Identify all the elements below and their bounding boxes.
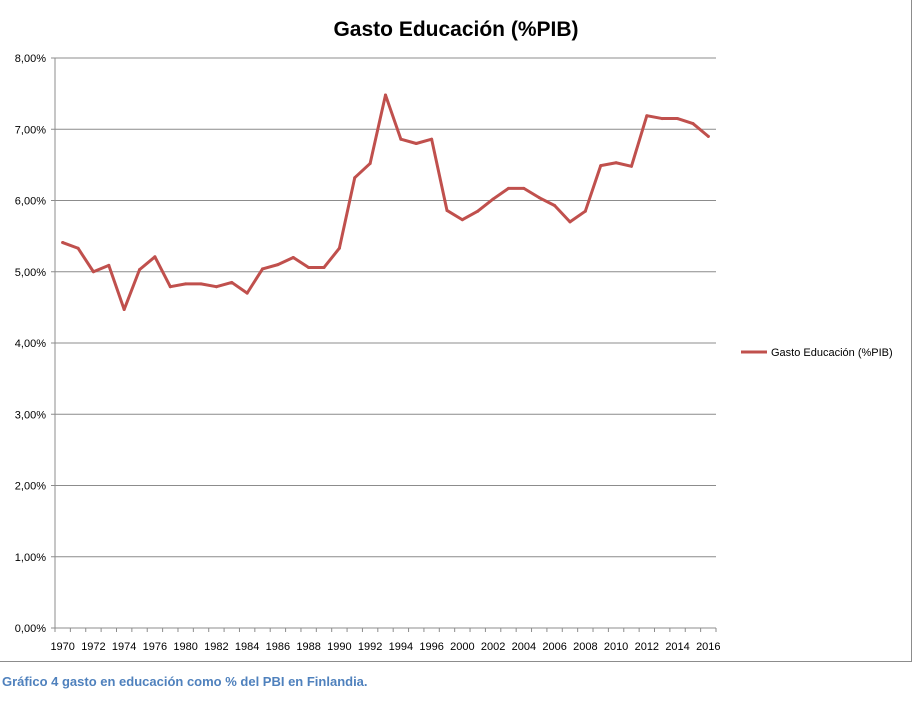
data-point <box>76 246 80 250</box>
legend-label: Gasto Educación (%PIB) <box>771 347 893 359</box>
data-point <box>307 265 311 269</box>
data-point <box>368 161 372 165</box>
y-tick-label: 3,00% <box>15 409 46 421</box>
chart-title: Gasto Educación (%PIB) <box>333 18 578 41</box>
gridlines <box>55 57 716 558</box>
data-point <box>691 122 695 126</box>
data-point <box>353 176 357 180</box>
data-point <box>629 164 633 168</box>
y-tick-label: 8,00% <box>15 53 46 65</box>
x-tick-label: 2016 <box>696 641 720 653</box>
y-tick-label: 4,00% <box>15 338 46 350</box>
data-point <box>553 203 557 207</box>
y-tick-label: 6,00% <box>15 196 46 208</box>
data-point <box>568 220 572 224</box>
data-point <box>645 114 649 118</box>
data-point <box>430 137 434 141</box>
data-point <box>599 164 603 168</box>
data-point <box>414 142 418 145</box>
series-layer <box>61 93 710 312</box>
x-tick-label: 2004 <box>512 641 536 653</box>
x-tick-label: 1992 <box>358 641 382 653</box>
data-point <box>138 268 142 272</box>
axes <box>51 57 717 632</box>
data-point <box>122 308 126 312</box>
data-point <box>583 209 587 213</box>
x-tick-label: 1970 <box>50 641 74 653</box>
x-tick-label: 1994 <box>389 641 413 653</box>
data-point <box>337 246 341 250</box>
data-point <box>506 186 510 190</box>
data-point <box>230 280 234 284</box>
y-tick-label: 5,00% <box>15 267 46 279</box>
chart-frame: Gasto Educación (%PIB) 0,00% 1,00% 2,00% 3,… <box>0 0 912 662</box>
series-line <box>61 93 710 312</box>
x-tick-label: 1974 <box>112 641 136 653</box>
x-tick-label: 2012 <box>635 641 659 653</box>
data-point <box>153 255 157 259</box>
y-axis-tick-labels: 0,00% 1,00% 2,00% 3,00% 4,00% 5,00% 6,00% 7,00%… <box>15 53 46 635</box>
data-point <box>460 218 464 222</box>
data-point <box>245 291 249 295</box>
data-point <box>537 196 541 200</box>
data-point <box>476 209 480 213</box>
data-point <box>676 117 680 121</box>
data-point <box>184 282 188 286</box>
data-point <box>614 161 618 165</box>
data-point <box>214 285 218 289</box>
y-tick-label: 7,00% <box>15 124 46 136</box>
x-tick-label: 1990 <box>327 641 351 653</box>
y-tick-label: 0,00% <box>15 623 46 635</box>
x-tick-label: 1986 <box>266 641 290 653</box>
x-tick-label: 1982 <box>204 641 228 653</box>
data-point <box>61 241 65 245</box>
x-tick-label: 2000 <box>450 641 474 653</box>
line-chart: Gasto Educación (%PIB) 0,00% 1,00% 2,00% 3,… <box>15 18 893 653</box>
data-point <box>107 263 111 267</box>
x-tick-label: 1988 <box>296 641 320 653</box>
data-point <box>445 208 449 212</box>
data-point <box>291 256 295 259</box>
data-point <box>199 282 203 286</box>
x-axis-tick-labels: 1970 1972 1974 1976 1980 1982 1984 1986 1988 1990… <box>50 641 720 653</box>
x-tick-label: 1976 <box>143 641 167 653</box>
data-point <box>384 93 387 97</box>
y-tick-label: 1,00% <box>15 552 46 564</box>
x-tick-label: 1984 <box>235 641 259 653</box>
x-tick-label: 2008 <box>573 641 597 653</box>
data-point <box>276 263 280 267</box>
x-tick-label: 2006 <box>542 641 566 653</box>
x-tick-label: 1980 <box>173 641 197 653</box>
data-point <box>91 270 95 274</box>
x-tick-label: 2010 <box>604 641 628 653</box>
data-point <box>522 186 526 190</box>
data-point <box>660 117 664 121</box>
data-point <box>399 137 403 141</box>
x-tick-label: 2014 <box>665 641 689 653</box>
x-tick-label: 1996 <box>419 641 443 653</box>
data-point <box>706 134 710 138</box>
figure-caption: Gráfico 4 gasto en educación como % del … <box>2 674 368 689</box>
legend: Gasto Educación (%PIB) <box>741 347 893 359</box>
y-tick-label: 2,00% <box>15 481 46 493</box>
x-tick-label: 1972 <box>81 641 105 653</box>
x-tick-label: 2002 <box>481 641 505 653</box>
data-point <box>261 267 265 271</box>
data-point <box>491 197 495 201</box>
data-point <box>168 285 172 289</box>
data-point <box>322 265 326 269</box>
